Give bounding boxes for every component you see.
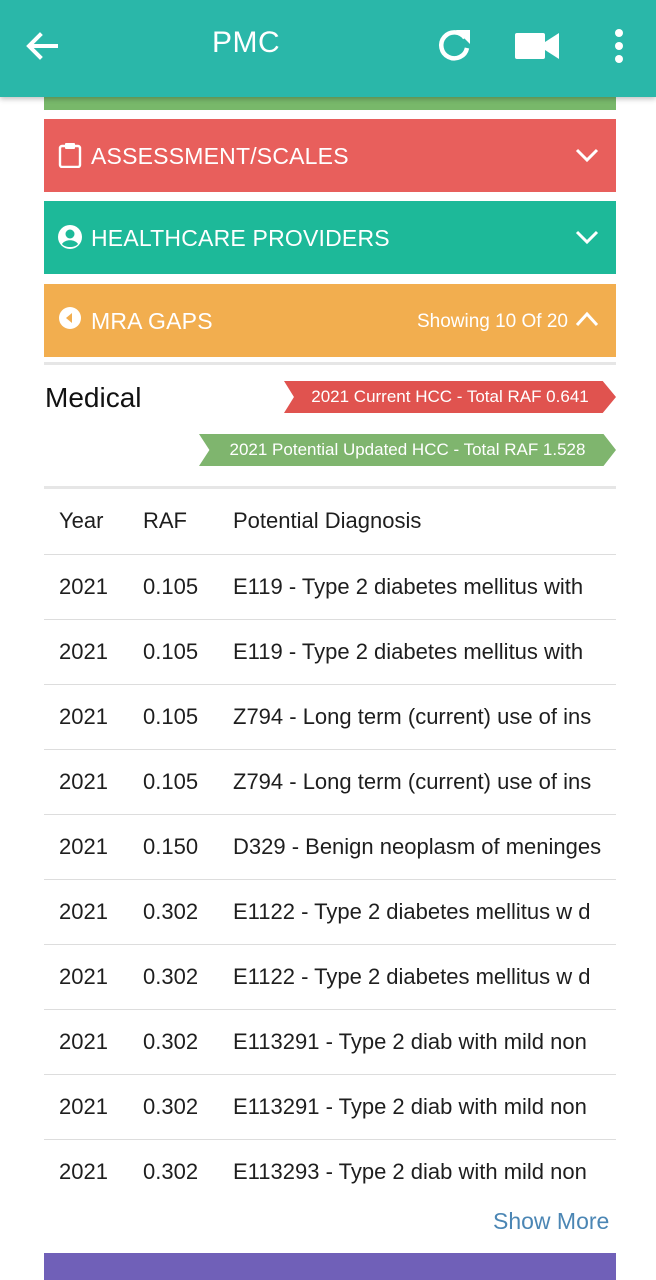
cell-diagnosis: E113293 - Type 2 diab with mild non (233, 1159, 587, 1184)
cell-raf: 0.105 (143, 704, 199, 729)
header-raf: RAF (143, 508, 187, 533)
app-bar: PMC (0, 0, 656, 97)
back-arrow-icon[interactable] (22, 26, 62, 66)
cell-raf: 0.105 (143, 769, 199, 794)
section-assessment-scales[interactable]: ASSESSMENT/SCALES (44, 119, 616, 192)
cell-year: 2021 (59, 899, 108, 924)
cell-year: 2021 (59, 639, 108, 664)
chevron-down-icon[interactable] (574, 227, 600, 247)
current-hcc-tag: 2021 Current HCC - Total RAF 0.641 (284, 381, 616, 413)
collapsed-section-bottom-edge (44, 97, 616, 110)
table-row[interactable]: 2021 0.302 E1122 - Type 2 diabetes melli… (44, 880, 616, 945)
video-camera-icon[interactable] (514, 30, 560, 62)
cell-raf: 0.150 (143, 834, 199, 859)
user-circle-icon (58, 225, 82, 249)
cell-year: 2021 (59, 704, 108, 729)
cell-diagnosis: E113291 - Type 2 diab with mild non (233, 1094, 587, 1119)
cell-diagnosis: E1122 - Type 2 diabetes mellitus w d (233, 899, 591, 924)
cell-year: 2021 (59, 1029, 108, 1054)
more-vertical-icon[interactable] (604, 26, 634, 66)
table-row[interactable]: 2021 0.105 Z794 - Long term (current) us… (44, 750, 616, 815)
cell-diagnosis: Z794 - Long term (current) use of ins (233, 704, 592, 729)
header-diagnosis: Potential Diagnosis (233, 508, 422, 533)
medical-title: Medical (45, 382, 142, 413)
divider (44, 486, 616, 489)
cell-year: 2021 (59, 964, 108, 989)
section-label: HEALTHCARE PROVIDERS (91, 225, 390, 251)
table-row[interactable]: 2021 0.302 E113293 - Type 2 diab with mi… (44, 1140, 616, 1204)
section-mra-gaps[interactable]: MRA GAPS Showing 10 Of 20 (44, 284, 616, 357)
header-year: Year (59, 508, 104, 533)
cell-year: 2021 (59, 769, 108, 794)
left-arrow-circle-icon (59, 307, 81, 329)
divider (44, 362, 616, 365)
table-row[interactable]: 2021 0.302 E113291 - Type 2 diab with mi… (44, 1010, 616, 1075)
cell-year: 2021 (59, 574, 108, 599)
potential-hcc-tag: 2021 Potential Updated HCC - Total RAF 1… (199, 434, 616, 466)
cell-raf: 0.302 (143, 1029, 199, 1054)
cell-raf: 0.302 (143, 1159, 199, 1184)
table-row[interactable]: 2021 0.150 D329 - Benign neoplasm of men… (44, 815, 616, 880)
refresh-icon[interactable] (435, 26, 473, 64)
cell-year: 2021 (59, 1159, 108, 1184)
app-title: PMC (212, 26, 281, 59)
mra-gaps-table: Year RAF Potential Diagnosis 2021 0.105 … (44, 486, 616, 1204)
cell-raf: 0.302 (143, 1094, 199, 1119)
cell-diagnosis: E119 - Type 2 diabetes mellitus with (233, 639, 584, 664)
cell-year: 2021 (59, 1094, 108, 1119)
cell-diagnosis: E1122 - Type 2 diabetes mellitus w d (233, 964, 591, 989)
section-label: ASSESSMENT/SCALES (91, 143, 349, 169)
chevron-down-icon[interactable] (574, 145, 600, 165)
cell-diagnosis: Z794 - Long term (current) use of ins (233, 769, 592, 794)
clipboard-icon (58, 143, 82, 168)
table-header-row: Year RAF Potential Diagnosis (44, 486, 616, 555)
cell-raf: 0.105 (143, 574, 199, 599)
chevron-up-icon[interactable] (574, 309, 600, 329)
table-row[interactable]: 2021 0.105 E119 - Type 2 diabetes mellit… (44, 620, 616, 685)
cell-raf: 0.302 (143, 899, 199, 924)
next-section-header[interactable] (44, 1253, 616, 1280)
cell-diagnosis: D329 - Benign neoplasm of meninges (233, 834, 602, 859)
section-healthcare-providers[interactable]: HEALTHCARE PROVIDERS (44, 201, 616, 274)
cell-year: 2021 (59, 834, 108, 859)
cell-diagnosis: E119 - Type 2 diabetes mellitus with (233, 574, 584, 599)
cell-diagnosis: E113291 - Type 2 diab with mild non (233, 1029, 587, 1054)
cell-raf: 0.302 (143, 964, 199, 989)
show-more-link[interactable]: Show More (493, 1208, 610, 1234)
table-row[interactable]: 2021 0.302 E1122 - Type 2 diabetes melli… (44, 945, 616, 1010)
section-label: MRA GAPS (91, 308, 213, 334)
cell-raf: 0.105 (143, 639, 199, 664)
table-row[interactable]: 2021 0.302 E113291 - Type 2 diab with mi… (44, 1075, 616, 1140)
table-row[interactable]: 2021 0.105 E119 - Type 2 diabetes mellit… (44, 555, 616, 620)
showing-count: Showing 10 Of 20 (416, 311, 568, 332)
table-row[interactable]: 2021 0.105 Z794 - Long term (current) us… (44, 685, 616, 750)
